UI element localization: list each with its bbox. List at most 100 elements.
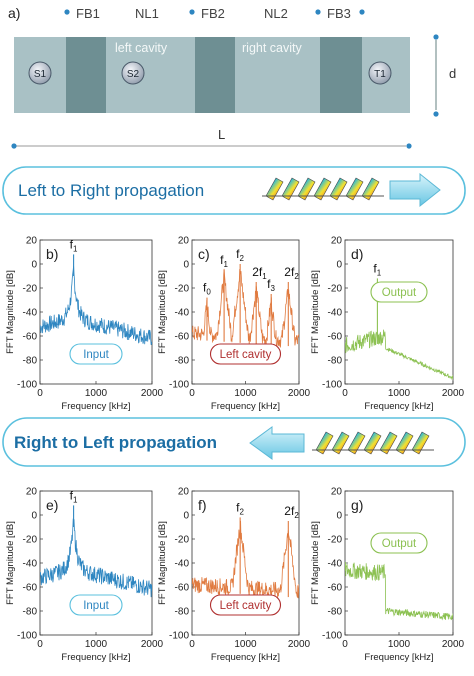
wave-spiral-bottom-icon	[312, 431, 434, 455]
legend-text: Input	[83, 600, 109, 612]
y-tick-label: -20	[328, 535, 343, 546]
nl1-label: NL1	[135, 6, 159, 21]
block-fb2	[195, 37, 235, 113]
x-tick-label: 1000	[234, 388, 257, 399]
x-tick-label: 2000	[442, 388, 465, 399]
y-tick-label: -40	[328, 559, 343, 570]
legend-pill	[370, 532, 428, 554]
x-axis-label: Frequency [kHz]	[364, 401, 433, 412]
y-axis-label: FFT Magnitude [dB]	[157, 270, 168, 354]
legend-pill	[209, 343, 282, 365]
x-tick-label: 1000	[85, 388, 108, 399]
panel-label: f)	[198, 497, 207, 513]
sensor-t1	[368, 61, 392, 85]
sensor-s2-label: S2	[127, 69, 140, 80]
spectrum-line	[345, 329, 453, 380]
y-tick-label: -80	[328, 356, 343, 367]
wave-spiral-top-icon	[262, 177, 384, 201]
sensor-s2	[121, 61, 145, 85]
x-tick-label: 2000	[288, 639, 311, 650]
y-tick-label: -80	[175, 356, 190, 367]
x-tick-label: 0	[37, 388, 43, 399]
peak-subscript: 2	[294, 272, 299, 281]
chart-4: -100 -80 -60 -40 -20 0 20 0 1000 2000 Frequency [k…	[5, 487, 164, 664]
y-tick-label: -100	[169, 380, 189, 391]
y-tick-label: -100	[17, 631, 37, 642]
y-tick-label: 20	[178, 487, 190, 498]
y-tick-label: -20	[175, 284, 190, 295]
y-tick-label: -100	[17, 380, 37, 391]
fb1-dot	[64, 9, 70, 15]
panel-label: e)	[46, 497, 58, 513]
y-tick-label: 0	[183, 260, 189, 271]
chart-1: -100 -80 -60 -40 -20 0 20 0 1000 2000 Frequency [k…	[5, 236, 164, 413]
spiral-segment	[379, 431, 398, 455]
peak-subscript: 1	[377, 268, 382, 277]
y-tick-label: -60	[23, 583, 38, 594]
spectrum-line	[40, 265, 152, 345]
arrow-left-icon	[249, 426, 305, 460]
left-cavity-label: left cavity	[115, 41, 168, 55]
banner-top: Left to Right propagation	[2, 166, 466, 215]
y-tick-label: -40	[175, 559, 190, 570]
y-tick-label: 20	[26, 487, 38, 498]
peak-subscript: 1	[223, 260, 228, 269]
peak-subscript: 2	[294, 511, 299, 520]
dim-d-dot-bottom	[433, 111, 439, 117]
x-tick-label: 2000	[288, 388, 311, 399]
y-tick-label: -80	[328, 607, 343, 618]
peak-label: f2	[236, 247, 244, 263]
spiral-segment	[297, 177, 316, 201]
y-tick-label: -60	[175, 332, 190, 343]
peak-subscript: 2	[239, 507, 244, 516]
fb1-label: FB1	[76, 6, 100, 21]
y-tick-label: -20	[23, 535, 38, 546]
plot-frame	[344, 239, 454, 385]
y-tick-label: -40	[23, 308, 38, 319]
legend-pill	[69, 594, 123, 616]
dim-l-label: L	[218, 127, 225, 142]
peak-subscript: 0	[206, 288, 211, 297]
y-tick-label: 0	[336, 511, 342, 522]
panel-label: b)	[46, 246, 58, 262]
y-tick-label: -60	[23, 332, 38, 343]
x-axis-label: Frequency [kHz]	[61, 652, 130, 663]
legend-text: Left cavity	[220, 600, 272, 612]
spiral-segment	[329, 177, 348, 201]
legend-text: Output	[382, 287, 417, 299]
x-axis-label: Frequency [kHz]	[211, 401, 280, 412]
y-axis-label: FFT Magnitude [dB]	[5, 521, 16, 605]
spiral-segment	[315, 431, 334, 455]
fb2-dot	[189, 9, 195, 15]
spiral-segment	[345, 177, 364, 201]
y-axis-label: FFT Magnitude [dB]	[5, 270, 16, 354]
spiral-segment	[347, 431, 366, 455]
y-tick-label: -80	[23, 356, 38, 367]
y-axis-label: FFT Magnitude [dB]	[157, 521, 168, 605]
y-tick-label: -100	[322, 631, 342, 642]
banner-top-frame	[2, 166, 466, 215]
legend-text: Input	[83, 349, 109, 361]
y-tick-label: -80	[175, 607, 190, 618]
dim-d-dot-top	[433, 34, 439, 40]
peak-label: f3	[267, 277, 275, 293]
x-tick-label: 0	[189, 388, 195, 399]
x-tick-label: 1000	[388, 639, 411, 650]
y-tick-label: -100	[169, 631, 189, 642]
sensor-s1-label: S1	[34, 69, 47, 80]
spectrum-line	[345, 561, 453, 621]
banner-bottom: Right to Left propagation	[2, 417, 466, 467]
sensor-t1-label: T1	[374, 69, 386, 80]
x-tick-label: 1000	[388, 388, 411, 399]
legend-pill	[209, 594, 282, 616]
banner-bottom-text: Right to Left propagation	[14, 433, 217, 452]
x-tick-label: 2000	[442, 639, 465, 650]
panel-label: c)	[198, 246, 210, 262]
peak-subscript: 1	[262, 272, 267, 281]
peak-label: f1	[70, 237, 78, 253]
x-tick-label: 1000	[85, 639, 108, 650]
legend-text: Output	[382, 538, 417, 550]
x-tick-label: 0	[37, 639, 43, 650]
panel-a: a) FB1 NL1 FB2 NL2 FB3 left cavity right…	[8, 5, 456, 149]
